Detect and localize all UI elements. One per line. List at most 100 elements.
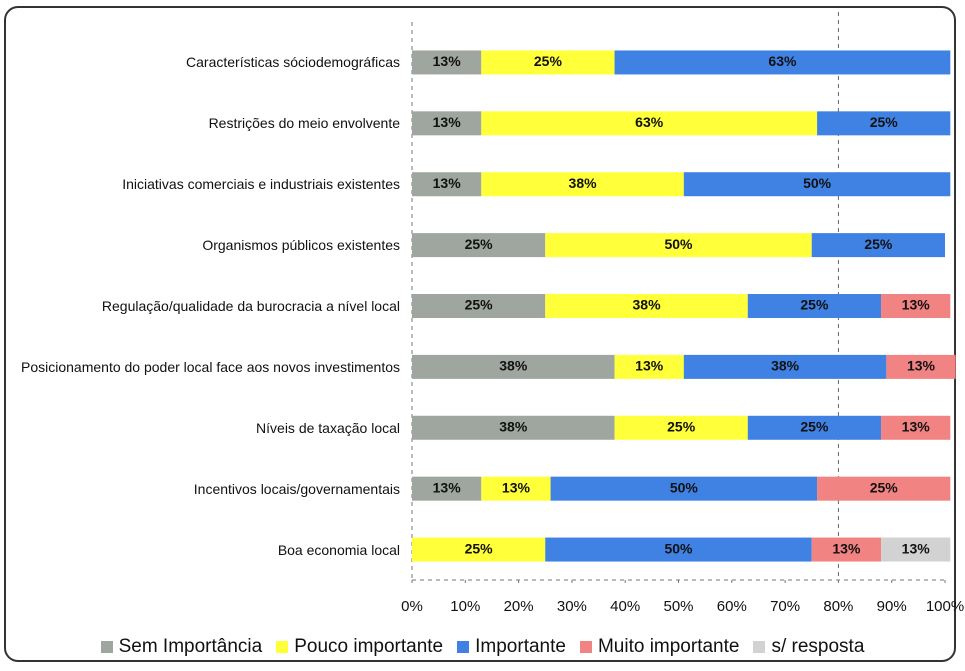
data-label: 25% <box>870 114 899 130</box>
legend-swatch <box>753 641 766 653</box>
bar-segment <box>412 233 546 258</box>
bar-segment <box>747 294 882 318</box>
legend-label: Muito importante <box>597 636 740 657</box>
bar-segment <box>412 354 615 379</box>
data-label: 38% <box>499 358 528 374</box>
category-text: Organismos públicos existentes <box>202 237 400 254</box>
data-label: 13% <box>635 358 664 374</box>
data-label: 25% <box>864 236 893 252</box>
category-label: Restrições do meio envolvente <box>10 98 400 148</box>
bar-segment <box>817 476 951 501</box>
x-tick-label: 70% <box>770 598 800 615</box>
bar-segment <box>412 294 546 318</box>
bar-segment <box>412 50 482 75</box>
bar-segment <box>881 537 951 562</box>
category-text: Características sóciodemográficas <box>186 54 400 71</box>
data-label: 25% <box>800 418 829 434</box>
x-tick-label: 90% <box>877 598 907 615</box>
category-text: Níveis de taxação local <box>256 419 400 436</box>
category-label: Incentivos locais/governamentais <box>10 464 400 514</box>
bar-segment <box>881 294 951 318</box>
legend-item: s/ resposta <box>753 636 864 658</box>
data-label: 38% <box>499 418 528 434</box>
bar-segment <box>550 476 818 501</box>
bar-segment <box>412 111 482 136</box>
data-label: 13% <box>832 540 861 556</box>
data-label: 13% <box>902 418 931 434</box>
category-label: Iniciativas comerciais e industriais exi… <box>10 159 400 209</box>
data-label: 50% <box>664 540 693 556</box>
category-label: Organismos públicos existentes <box>10 220 400 270</box>
category-text: Regulação/qualidade da burocracia a níve… <box>101 298 400 314</box>
data-label: 25% <box>534 53 563 69</box>
data-label: 13% <box>902 297 931 313</box>
data-label: 63% <box>635 114 664 130</box>
data-label: 38% <box>633 297 662 313</box>
legend-label: s/ resposta <box>771 636 865 657</box>
category-text: Posicionamento do poder local face aos n… <box>21 358 400 375</box>
data-label: 13% <box>433 175 462 191</box>
category-text: Restrições do meio envolvente <box>208 115 400 132</box>
x-tick-label: 30% <box>557 598 587 615</box>
x-tick-label: 100% <box>926 598 964 615</box>
bar-segment <box>545 294 748 318</box>
bar-segment <box>747 415 882 440</box>
legend-swatch <box>457 641 470 653</box>
category-label: Níveis de taxação local <box>10 403 400 453</box>
data-label: 25% <box>870 479 899 495</box>
bar-segment <box>481 476 551 501</box>
bar-segment <box>614 415 748 440</box>
x-tick-label: 20% <box>504 598 534 615</box>
legend-label: Pouco importante <box>294 636 444 657</box>
data-label: 13% <box>502 479 531 495</box>
x-tick-label: 0% <box>401 598 423 615</box>
legend-swatch <box>276 641 289 653</box>
bar-segment <box>811 537 882 562</box>
category-label: Características sóciodemográficas <box>10 37 400 87</box>
bar-segment <box>683 354 887 379</box>
bar-segment <box>545 537 812 562</box>
category-label: Regulação/qualidade da burocracia a níve… <box>10 281 400 331</box>
bar-segment <box>481 172 684 197</box>
data-label: 50% <box>664 236 693 252</box>
data-label: 13% <box>907 358 936 374</box>
bar-segment <box>881 415 951 440</box>
x-tick-label: 50% <box>663 598 693 615</box>
bar-segment <box>481 50 615 75</box>
bar-segment <box>683 172 951 197</box>
legend-item: Muito importante <box>579 636 740 658</box>
data-label: 25% <box>667 418 696 434</box>
data-label: 25% <box>465 236 494 252</box>
legend-swatch <box>100 641 113 653</box>
x-tick-label: 40% <box>610 598 640 615</box>
bar-segment <box>811 233 945 258</box>
chart-frame <box>4 6 956 662</box>
data-label: 50% <box>670 479 699 495</box>
data-label: 25% <box>465 297 494 313</box>
legend-label: Importante <box>475 636 566 657</box>
data-label: 13% <box>433 479 462 495</box>
legend-swatch <box>579 641 592 653</box>
category-text: Iniciativas comerciais e industriais exi… <box>122 176 400 193</box>
data-label: 25% <box>465 540 494 556</box>
x-tick-label: 80% <box>823 598 853 615</box>
bar-segment <box>412 537 546 562</box>
data-label: 25% <box>800 297 829 313</box>
legend-label: Sem Importância <box>118 636 263 657</box>
bar-segment <box>817 111 951 136</box>
bar-segment <box>545 233 812 258</box>
bar-segment <box>481 111 818 136</box>
bar-segment <box>412 476 482 501</box>
x-tick-label: 60% <box>717 598 747 615</box>
data-label: 13% <box>433 53 462 69</box>
bar-segment <box>614 354 684 379</box>
category-text: Incentivos locais/governamentais <box>193 480 400 497</box>
data-label: 38% <box>569 175 598 191</box>
category-label: Posicionamento do poder local face aos n… <box>10 342 400 392</box>
data-label: 13% <box>902 540 931 556</box>
legend-item: Importante <box>457 636 566 658</box>
data-label: 50% <box>803 175 832 191</box>
legend-item: Sem Importância <box>100 636 263 658</box>
